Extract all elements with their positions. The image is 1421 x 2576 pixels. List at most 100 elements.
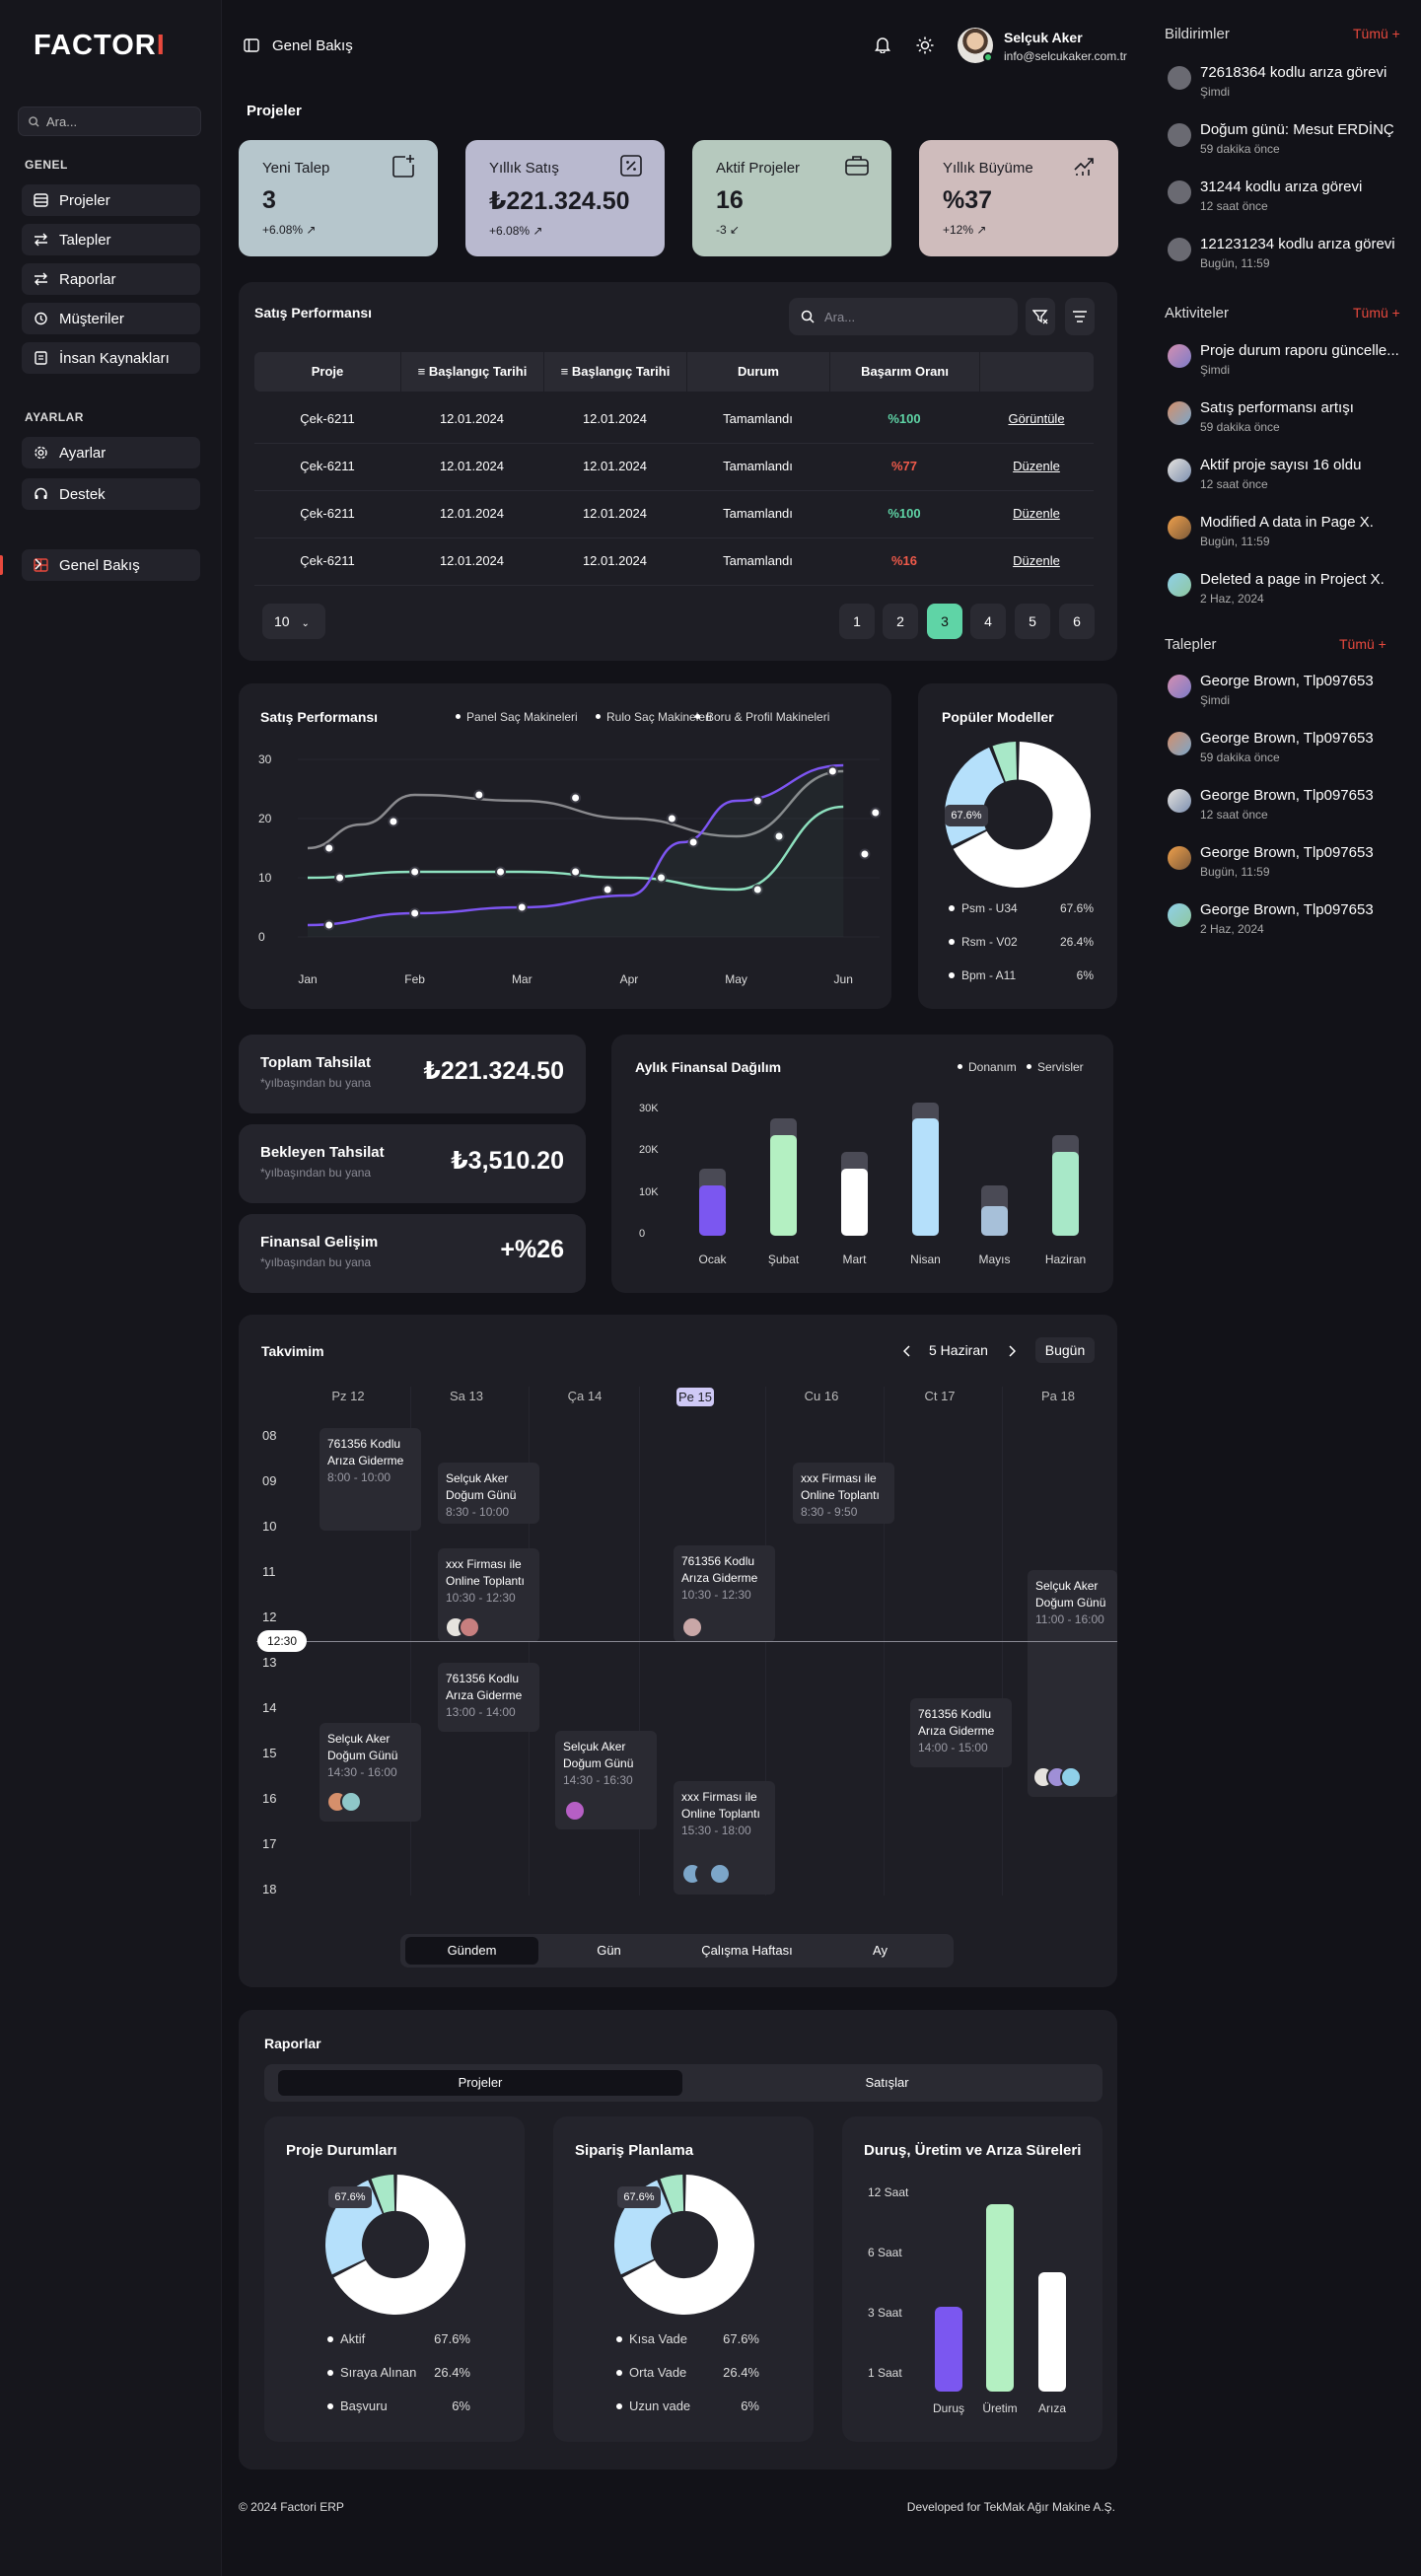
- bar-hardware[interactable]: [841, 1169, 868, 1236]
- bar-hardware[interactable]: [912, 1118, 939, 1236]
- calendar-day-header[interactable]: Pe 15: [676, 1388, 714, 1406]
- data-point[interactable]: [323, 919, 335, 931]
- bell-icon[interactable]: [875, 36, 890, 53]
- view-option[interactable]: Ay: [873, 1943, 888, 1958]
- pie-slice[interactable]: [953, 742, 1091, 888]
- data-point[interactable]: [751, 795, 763, 807]
- table-search-input[interactable]: Ara...: [789, 298, 1018, 335]
- page-button[interactable]: 6: [1059, 604, 1095, 639]
- data-point[interactable]: [388, 816, 399, 827]
- data-point[interactable]: [473, 789, 485, 801]
- data-point[interactable]: [570, 866, 582, 878]
- data-point[interactable]: [409, 907, 421, 919]
- data-point[interactable]: [495, 866, 507, 878]
- sidebar-item-hr[interactable]: İnsan Kaynakları: [22, 342, 200, 374]
- header-project[interactable]: Proje: [311, 364, 344, 379]
- data-point[interactable]: [751, 884, 763, 895]
- activities-item[interactable]: Modified A data in Page X. Bugün, 11:59: [1168, 514, 1404, 553]
- view-option[interactable]: Gün: [597, 1943, 621, 1958]
- requests-item[interactable]: George Brown, Tlp097653 59 dakika önce: [1168, 730, 1404, 769]
- data-point[interactable]: [826, 765, 838, 777]
- calendar-event[interactable]: xxx Firması ile Online Toplantı 10:30 - 1…: [438, 1548, 539, 1642]
- sidebar-toggle-icon[interactable]: [244, 38, 259, 52]
- tab-projects[interactable]: Projeler: [278, 2070, 682, 2096]
- chevron-right-icon[interactable]: [1008, 1345, 1016, 1357]
- calendar-day-header[interactable]: Ct 17: [924, 1389, 956, 1403]
- today-button[interactable]: Bugün: [1035, 1337, 1095, 1363]
- data-point[interactable]: [656, 872, 668, 884]
- data-point[interactable]: [773, 830, 785, 842]
- filter-button[interactable]: [1026, 298, 1055, 335]
- sun-icon[interactable]: [916, 36, 934, 54]
- activities-item[interactable]: Deleted a page in Project X. 2 Haz, 2024: [1168, 571, 1404, 610]
- bar[interactable]: [986, 2204, 1014, 2392]
- calendar-day-header[interactable]: Cu 16: [804, 1389, 839, 1403]
- view-option[interactable]: Çalışma Haftası: [701, 1943, 793, 1958]
- stat-card-new-requests[interactable]: Yeni Talep 3 +6.08% ↗: [239, 140, 438, 256]
- data-point[interactable]: [602, 884, 613, 895]
- notifications-item[interactable]: 31244 kodlu arıza görevi 12 saat önce: [1168, 179, 1404, 218]
- page-size-select[interactable]: 10 ⌄: [262, 604, 325, 639]
- calendar-day-header[interactable]: Pz 12: [331, 1389, 365, 1403]
- view-option[interactable]: Gündem: [405, 1937, 538, 1965]
- data-point[interactable]: [666, 813, 677, 824]
- row-action-link[interactable]: Düzenle: [1013, 506, 1060, 521]
- avatar[interactable]: [709, 1863, 731, 1885]
- sidebar-item-reports[interactable]: Raporlar: [22, 263, 200, 295]
- pending-collection-card[interactable]: Bekleyen Tahsilat *yılbaşından bu yana ₺3,…: [239, 1124, 586, 1203]
- data-point[interactable]: [687, 836, 699, 848]
- page-button[interactable]: 5: [1015, 604, 1050, 639]
- sidebar-item-support[interactable]: Destek: [22, 478, 200, 510]
- data-point[interactable]: [570, 792, 582, 804]
- page-button[interactable]: 2: [883, 604, 918, 639]
- calendar-day-header[interactable]: Sa 13: [450, 1389, 483, 1403]
- page-button[interactable]: 4: [970, 604, 1006, 639]
- avatar[interactable]: [681, 1616, 703, 1638]
- pie-slice[interactable]: [622, 2175, 754, 2315]
- bar[interactable]: [1038, 2272, 1066, 2392]
- sidebar-search-input[interactable]: Ara...: [18, 107, 201, 136]
- avatar[interactable]: [459, 1616, 480, 1638]
- requests-item[interactable]: George Brown, Tlp097653 Şimdi: [1168, 673, 1404, 712]
- notifications-item[interactable]: 72618364 kodlu arıza görevi Şimdi: [1168, 64, 1404, 104]
- app-logo[interactable]: FACTORI: [34, 30, 166, 61]
- data-point[interactable]: [859, 848, 871, 860]
- stat-card-yearly-growth[interactable]: Yıllık Büyüme %37 +12% ↗: [919, 140, 1118, 256]
- row-action-link[interactable]: Düzenle: [1013, 553, 1060, 568]
- page-button[interactable]: 1: [839, 604, 875, 639]
- requests-item[interactable]: George Brown, Tlp097653 Bugün, 11:59: [1168, 844, 1404, 884]
- pie-slice[interactable]: [992, 742, 1018, 782]
- pie-slice[interactable]: [660, 2175, 684, 2214]
- activities-item[interactable]: Aktif proje sayısı 16 oldu 12 saat önce: [1168, 457, 1404, 496]
- calendar-event[interactable]: 761356 Kodlu Arıza Giderme 8:00 - 10:00: [320, 1428, 421, 1531]
- sidebar-item-settings[interactable]: Ayarlar: [22, 437, 200, 468]
- data-point[interactable]: [870, 807, 882, 819]
- notifications-see-all[interactable]: Tümü +: [1353, 26, 1400, 41]
- pie-slice[interactable]: [945, 747, 1005, 846]
- sidebar-item-requests[interactable]: Talepler: [22, 224, 200, 255]
- sidebar-item-projects[interactable]: Projeler: [22, 184, 200, 216]
- page-button[interactable]: 3: [927, 604, 962, 639]
- total-collection-card[interactable]: Toplam Tahsilat *yılbaşından bu yana ₺221.…: [239, 1035, 586, 1113]
- calendar-event[interactable]: 761356 Kodlu Arıza Giderme 14:00 - 15:00: [910, 1698, 1012, 1767]
- bar-hardware[interactable]: [1052, 1152, 1079, 1236]
- data-point[interactable]: [334, 872, 346, 884]
- row-action-link[interactable]: Görüntüle: [1008, 411, 1065, 426]
- bar-hardware[interactable]: [981, 1206, 1008, 1236]
- menu-button[interactable]: [1065, 298, 1095, 335]
- header-start-date-2[interactable]: ≡ Başlangıç Tarihi: [543, 352, 686, 392]
- avatar[interactable]: [340, 1791, 362, 1813]
- tab-sales[interactable]: Satışlar: [865, 2075, 909, 2090]
- requests-item[interactable]: George Brown, Tlp097653 2 Haz, 2024: [1168, 901, 1404, 941]
- bar-hardware[interactable]: [699, 1185, 726, 1236]
- header-rate[interactable]: Başarım Oranı: [829, 352, 979, 392]
- pie-slice[interactable]: [371, 2175, 395, 2214]
- requests-item[interactable]: George Brown, Tlp097653 12 saat önce: [1168, 787, 1404, 826]
- activities-item[interactable]: Proje durum raporu güncelle... Şimdi: [1168, 342, 1404, 382]
- row-action-link[interactable]: Düzenle: [1013, 459, 1060, 473]
- header-status[interactable]: Durum: [686, 352, 829, 392]
- data-point[interactable]: [409, 866, 421, 878]
- financial-growth-card[interactable]: Finansal Gelişim *yılbaşından bu yana +%26: [239, 1214, 586, 1293]
- data-point[interactable]: [323, 842, 335, 854]
- notifications-item[interactable]: 121231234 kodlu arıza görevi Bugün, 11:59: [1168, 236, 1404, 275]
